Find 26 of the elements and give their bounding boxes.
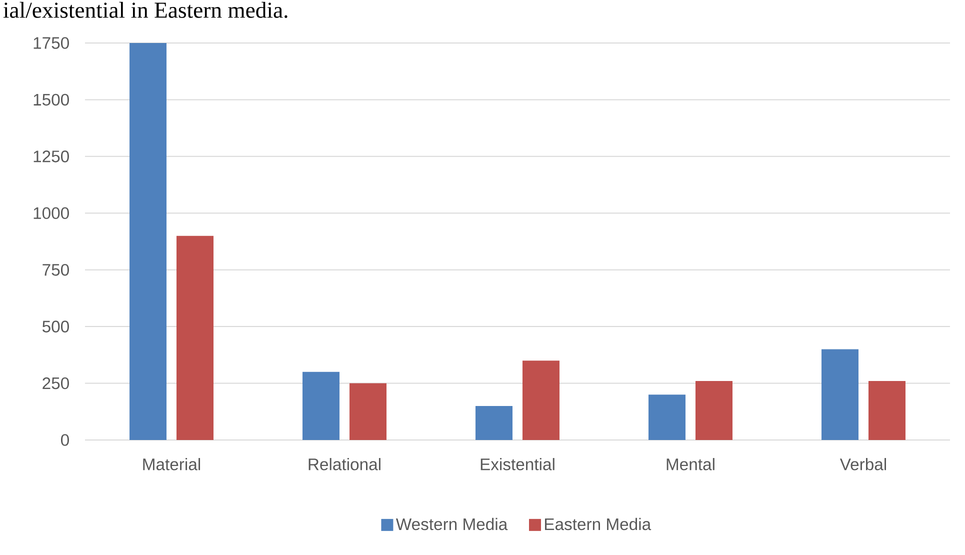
bar — [648, 394, 686, 440]
y-tick-label: 0 — [61, 434, 69, 446]
text: ial/existential in Eastern media. — [3, 2, 288, 18]
bar — [302, 372, 340, 440]
bar — [695, 381, 732, 440]
bar — [176, 236, 214, 440]
y-tick-label: 1250 — [34, 150, 69, 162]
bar — [522, 360, 560, 440]
y-tick-label: 750 — [42, 264, 69, 276]
y-tick-label: 500 — [42, 320, 69, 332]
legend-label: Eastern Media — [545, 518, 652, 530]
x-tick-label: Relational — [308, 458, 380, 470]
bar — [868, 381, 906, 440]
y-tick-label: 1750 — [34, 37, 69, 49]
legend-label: Western Media — [396, 518, 508, 530]
x-tick-label: Material — [143, 458, 200, 470]
y-tick-label: 250 — [42, 377, 69, 390]
y-tick-label: 1500 — [34, 94, 69, 106]
x-tick-label: Existential — [480, 458, 554, 470]
x-tick-label: Mental — [666, 458, 714, 470]
x-tick-label: Verbal — [840, 458, 886, 470]
y-tick-label: 1000 — [34, 207, 69, 220]
bar — [350, 383, 386, 440]
bar — [821, 349, 858, 440]
bar — [130, 42, 167, 440]
bar — [476, 406, 512, 440]
